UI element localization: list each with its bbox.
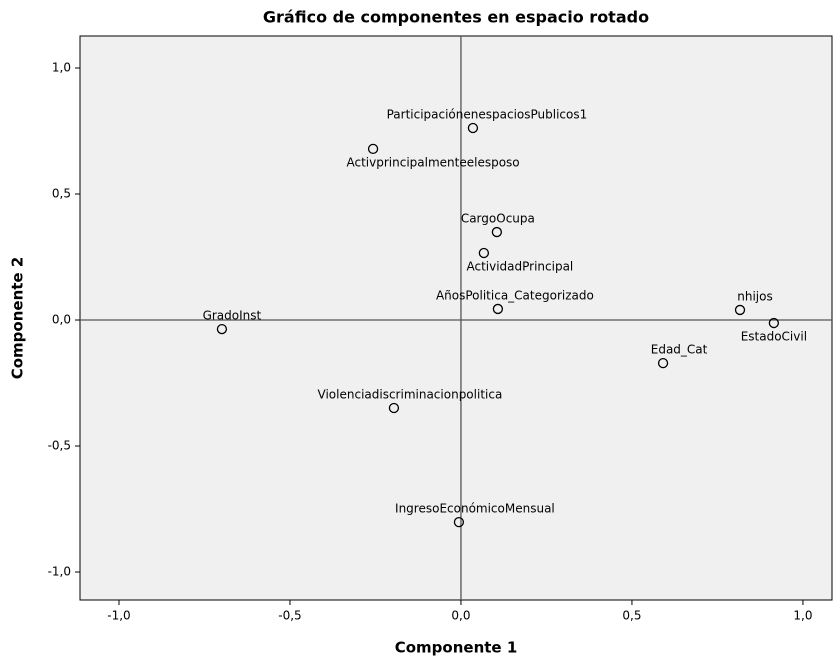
point-label: Activprincipalmenteelesposo — [347, 155, 520, 169]
x-tick-label: 0,0 — [451, 609, 470, 623]
x-tick-label: 0,5 — [622, 609, 641, 623]
point — [453, 516, 465, 528]
point-label: AñosPolitica_Categorizado — [436, 288, 594, 302]
x-tick-label: -0,5 — [278, 609, 301, 623]
point — [388, 402, 400, 414]
point-label: GradoInst — [203, 309, 262, 323]
point — [491, 226, 503, 238]
point — [478, 247, 490, 259]
point-label: nhijos — [737, 289, 772, 303]
point — [657, 357, 669, 369]
point-label: IngresoEconómicoMensual — [395, 502, 555, 516]
point-label: CargoOcupa — [461, 212, 535, 226]
point-label: EstadoCivil — [741, 330, 807, 344]
y-tick-label: 0,5 — [52, 187, 71, 201]
point-label: ActividadPrincipal — [466, 259, 573, 273]
point-label: ParticipaciónenespaciosPublicos1 — [387, 107, 588, 121]
x-tick-label: 1,0 — [793, 609, 812, 623]
point-label: Violenciadiscriminacionpolitica — [318, 387, 503, 401]
point — [768, 317, 780, 329]
point — [492, 303, 504, 315]
point — [367, 143, 379, 155]
point — [734, 304, 746, 316]
y-axis-title: Componente 2 — [9, 257, 27, 380]
y-tick-label: -1,0 — [48, 565, 71, 579]
y-tick-label: 0,0 — [52, 313, 71, 327]
y-tick-label: -0,5 — [48, 439, 71, 453]
x-tick-label: -1,0 — [107, 609, 130, 623]
plot-area — [79, 35, 833, 601]
chart-title: Gráfico de componentes en espacio rotado — [263, 8, 649, 27]
point — [216, 323, 228, 335]
point — [467, 122, 479, 134]
point-label: Edad_Cat — [651, 343, 708, 357]
x-axis-title: Componente 1 — [395, 639, 518, 657]
y-tick-label: 1,0 — [52, 61, 71, 75]
